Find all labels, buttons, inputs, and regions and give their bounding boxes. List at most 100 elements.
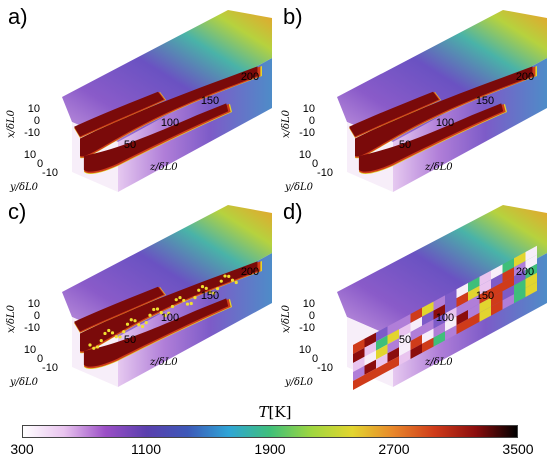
coarse-cell [376, 344, 388, 360]
coarse-cell [399, 323, 411, 339]
front-marker [170, 304, 175, 309]
coarse-cell [364, 341, 376, 357]
front-marker [219, 279, 223, 283]
colorbar-unit: [K] [268, 403, 292, 421]
front-marker [178, 295, 182, 300]
coarse-cell [353, 374, 365, 390]
coarse-cell [525, 254, 537, 270]
x-tick-label: 10 [303, 103, 315, 115]
front-marker [152, 307, 156, 312]
coarse-cell [433, 313, 445, 329]
z-axis-label: z/δL0 [424, 162, 453, 173]
coarse-cell [364, 350, 376, 366]
front-marker [92, 346, 96, 350]
x-axis-label: x/δL0 [6, 109, 17, 138]
y-axis-label: y/δL0 [9, 377, 39, 388]
coarse-cell [502, 276, 514, 292]
coarse-cell [399, 350, 411, 366]
y-tick-label: -10 [42, 167, 58, 179]
z-tick-label: 50 [399, 139, 411, 151]
x-tick-label: 0 [309, 115, 315, 127]
coarse-cell [514, 252, 526, 268]
y-tick-label: -10 [42, 362, 58, 374]
flame-core [358, 103, 504, 172]
temperature-colorbar [22, 425, 518, 438]
coarse-cell [525, 281, 537, 297]
front-marker [155, 307, 160, 311]
front-marker [129, 318, 133, 322]
front-marker [167, 311, 171, 315]
colorbar-tick: 1900 [254, 441, 286, 457]
coarse-cell [445, 307, 457, 323]
z-tick-label: 50 [124, 139, 136, 151]
coarse-cell [502, 258, 514, 274]
z-axis-label: z/δL0 [149, 357, 178, 368]
front-marker [189, 301, 193, 306]
coarse-cell [410, 316, 422, 332]
coarse-cell [433, 295, 445, 311]
coarse-cell [376, 362, 388, 378]
y-tick-label: 0 [37, 353, 43, 365]
coarse-cell [479, 297, 491, 313]
colorbar-tick: 2700 [378, 441, 410, 457]
front-marker [174, 298, 178, 302]
coarse-cell [433, 304, 445, 320]
front-marker [99, 338, 103, 343]
front-marker [133, 319, 137, 323]
coarse-cell [491, 291, 503, 307]
colorbar-tick: 3500 [502, 441, 534, 457]
z-tick-label: 150 [476, 95, 494, 107]
coarse-cell [525, 272, 537, 288]
front-marker [118, 335, 122, 339]
coarse-cell [456, 310, 468, 326]
y-tick-label: 10 [24, 344, 36, 356]
y-axis-label: y/δL0 [284, 182, 314, 193]
z-tick-label: 200 [241, 266, 259, 278]
coarse-cell [376, 326, 388, 342]
coarse-cell [468, 312, 480, 328]
x-tick-label: 0 [34, 115, 40, 127]
x-axis-label: x/δL0 [281, 109, 292, 138]
coarse-cell [387, 356, 399, 372]
y-axis-label: y/δL0 [9, 182, 39, 193]
top-face [337, 10, 547, 142]
coarse-cell [502, 294, 514, 310]
coarse-cell [353, 347, 365, 363]
coarse-cell [456, 319, 468, 335]
panel-label: c) [8, 199, 27, 224]
z-tick-label: 100 [436, 117, 454, 129]
coarse-cell [410, 334, 422, 350]
y-tick-label: 0 [312, 353, 318, 365]
x-tick-label: 10 [28, 103, 40, 115]
front-marker [144, 321, 148, 325]
z-tick-label: 150 [476, 290, 494, 302]
front-marker [212, 291, 216, 295]
x-tick-label: -10 [299, 127, 315, 139]
z-axis-label: z/δL0 [149, 162, 178, 173]
coarse-cell [376, 353, 388, 369]
coarse-cell [364, 359, 376, 375]
z-tick-label: 100 [161, 312, 179, 324]
panel-label: a) [8, 4, 28, 29]
top-face [62, 205, 272, 337]
coarse-cell [422, 328, 434, 344]
coarse-cell [468, 285, 480, 301]
z-tick-label: 50 [124, 334, 136, 346]
front-marker [140, 324, 145, 329]
coarse-cell [502, 285, 514, 301]
coarse-cell [491, 273, 503, 289]
coarse-cell [353, 356, 365, 372]
coarse-cell [433, 331, 445, 347]
z-tick-label: 100 [436, 312, 454, 324]
x-axis-label: x/δL0 [281, 304, 292, 333]
panel-c: c) 10 0 -10 10 0 -10 50 100 150 200 x/δL0 y/δL0 z/δL… [0, 195, 275, 395]
x-axis-label: x/δL0 [6, 304, 17, 333]
front-marker [110, 331, 115, 335]
panel-b: b) 10 0 -10 10 0 -10 50 100 150 200 x/δL0 y/δL0 z/δL… [275, 0, 550, 200]
front-marker [185, 302, 190, 306]
coarse-cell [387, 338, 399, 354]
y-tick-label: -10 [317, 362, 333, 374]
front-marker [88, 343, 92, 347]
coarse-cell [514, 279, 526, 295]
